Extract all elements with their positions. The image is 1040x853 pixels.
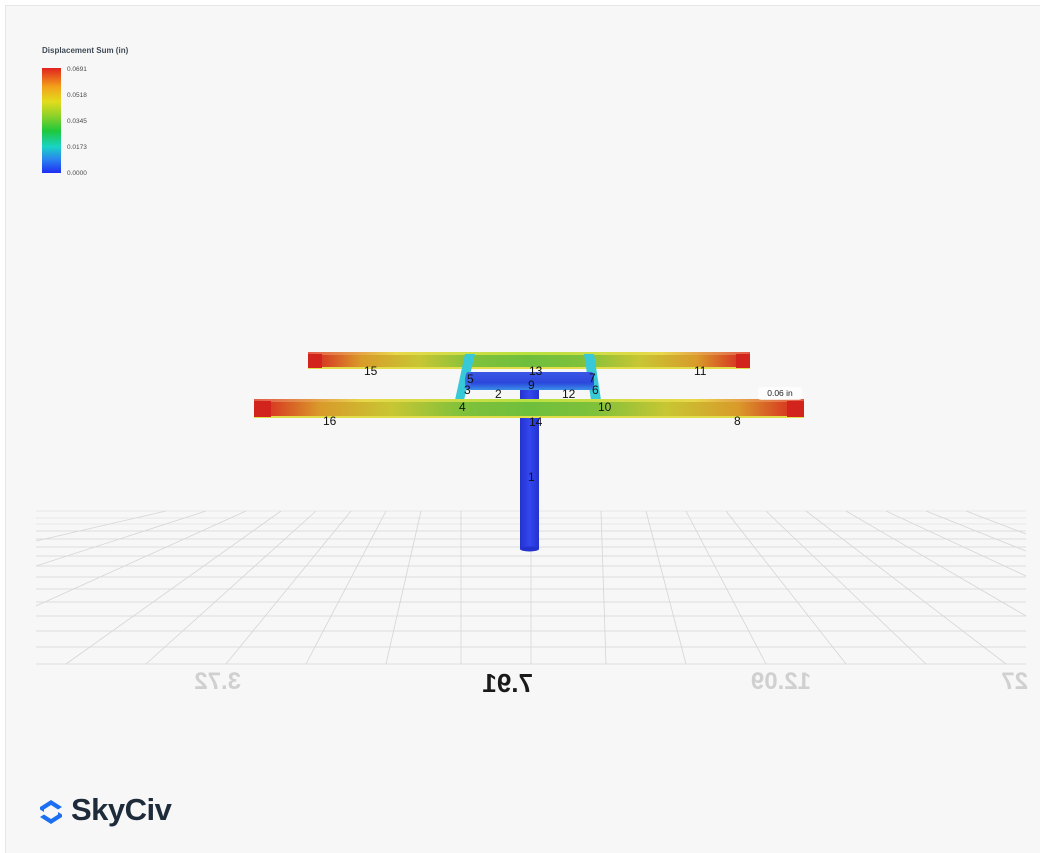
member-label-6: 6 (592, 383, 599, 397)
front-beam[interactable] (254, 399, 804, 418)
member-label-13: 13 (529, 364, 543, 378)
member-label-8: 8 (734, 414, 741, 428)
model-viewport[interactable]: 3.72 7.91 12.09 27 (5, 5, 1040, 853)
legend-color-scale (42, 68, 61, 173)
member-label-3: 3 (464, 383, 471, 397)
grid-axis-label-c: 12.09 (751, 668, 811, 695)
member-label-2: 2 (495, 387, 502, 401)
column-member[interactable] (520, 382, 539, 552)
grid-axis-labels: 3.72 7.91 12.09 27 (194, 668, 1028, 698)
structure-3d-render[interactable]: 3.72 7.91 12.09 27 (6, 6, 1040, 853)
member-label-9: 9 (528, 378, 535, 392)
member-label-12: 12 (562, 387, 576, 401)
grid-axis-label-a: 3.72 (194, 668, 241, 695)
member-label-4: 4 (459, 400, 466, 414)
member-label-11: 11 (694, 364, 707, 378)
legend-tick-mid: 0.0345 (67, 118, 87, 125)
brand-name: SkyCiv (71, 792, 172, 827)
legend-tick-low: 0.0173 (67, 144, 87, 151)
legend-tick-min: 0.0000 (67, 170, 87, 177)
grid-axis-label-b: 7.91 (482, 668, 533, 698)
cross-beam[interactable] (465, 372, 594, 390)
grid-axis-label-d: 27 (1001, 668, 1028, 695)
member-label-15: 15 (364, 364, 378, 378)
back-beam[interactable] (308, 352, 750, 369)
legend-tick-max: 0.0691 (67, 66, 87, 73)
legend-title: Displacement Sum (in) (42, 46, 129, 55)
member-label-14: 14 (529, 415, 543, 429)
max-displacement-tag: 0.06 in (758, 387, 802, 400)
legend-tick-high: 0.0518 (67, 92, 87, 99)
member-label-16: 16 (323, 414, 337, 428)
member-label-10: 10 (598, 400, 612, 414)
displacement-legend: Displacement Sum (in) 0.0691 0.0518 0.03… (41, 46, 181, 181)
member-labels: 1 2 3 4 5 6 7 8 9 10 11 12 13 14 15 16 (323, 364, 741, 484)
member-label-1: 1 (528, 470, 535, 484)
member-label-7: 7 (589, 371, 596, 385)
skyciv-logo-icon (40, 800, 62, 824)
member-label-5: 5 (467, 372, 474, 386)
